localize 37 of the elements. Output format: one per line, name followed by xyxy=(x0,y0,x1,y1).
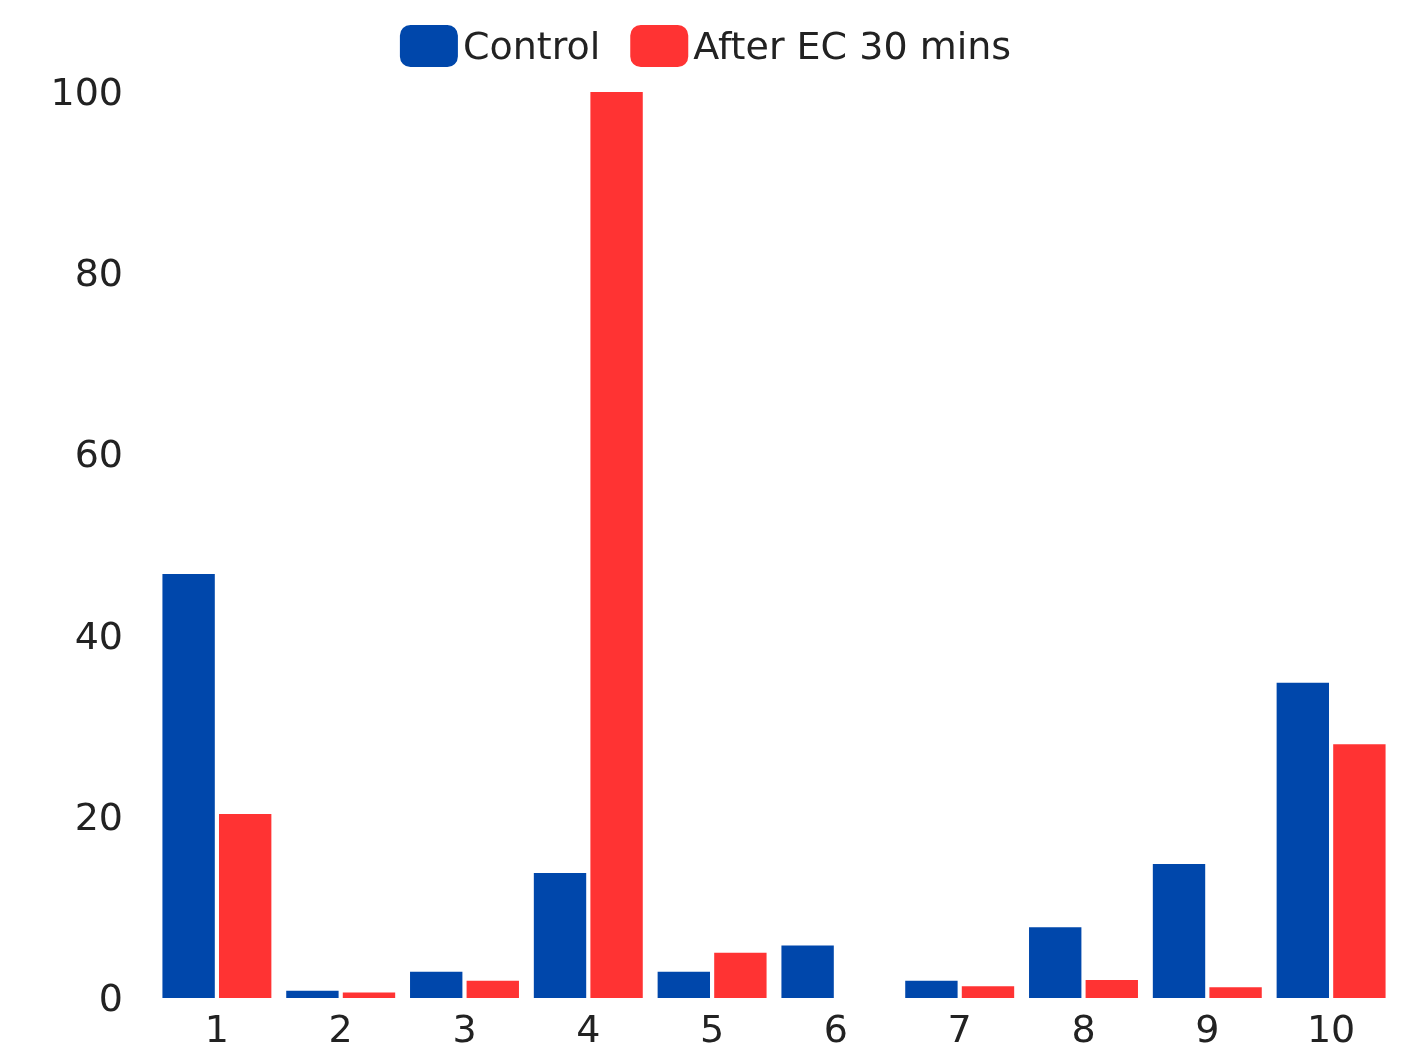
x-tick-label: 5 xyxy=(700,1007,725,1049)
bar xyxy=(657,971,710,998)
x-tick-label: 1 xyxy=(204,1007,229,1049)
y-tick-label: 40 xyxy=(74,613,123,658)
bar xyxy=(342,992,396,998)
bar xyxy=(714,952,767,998)
x-tick-label: 6 xyxy=(823,1007,848,1049)
bar xyxy=(1029,927,1082,998)
y-tick-label: 80 xyxy=(74,251,123,296)
x-tick-label: 8 xyxy=(1071,1007,1096,1049)
bar xyxy=(1209,987,1262,998)
bar xyxy=(162,573,215,998)
bar xyxy=(1152,863,1206,998)
bar xyxy=(286,990,339,998)
bar xyxy=(1333,744,1386,998)
y-tick-label: 20 xyxy=(74,794,123,839)
x-tick-label: 7 xyxy=(947,1007,972,1049)
x-tick-label: 4 xyxy=(576,1007,601,1049)
bar xyxy=(219,814,272,998)
x-tick-label: 9 xyxy=(1195,1007,1220,1049)
bar xyxy=(1085,979,1138,998)
y-tick-label: 100 xyxy=(50,70,123,114)
x-tick-label: 2 xyxy=(328,1007,353,1049)
bar xyxy=(466,980,519,998)
bar xyxy=(781,945,834,998)
bar xyxy=(961,986,1015,998)
bar xyxy=(905,980,958,998)
bar xyxy=(410,971,463,998)
x-tick-label: 10 xyxy=(1306,1007,1356,1049)
y-tick-label: 60 xyxy=(74,432,123,477)
legend-label: After EC 30 mins xyxy=(693,24,1012,68)
legend-label: Control xyxy=(462,24,601,68)
bar xyxy=(590,92,643,998)
bar xyxy=(533,872,587,998)
x-tick-label: 3 xyxy=(452,1007,477,1049)
y-tick-label: 0 xyxy=(98,976,123,1020)
bar xyxy=(1276,682,1329,998)
